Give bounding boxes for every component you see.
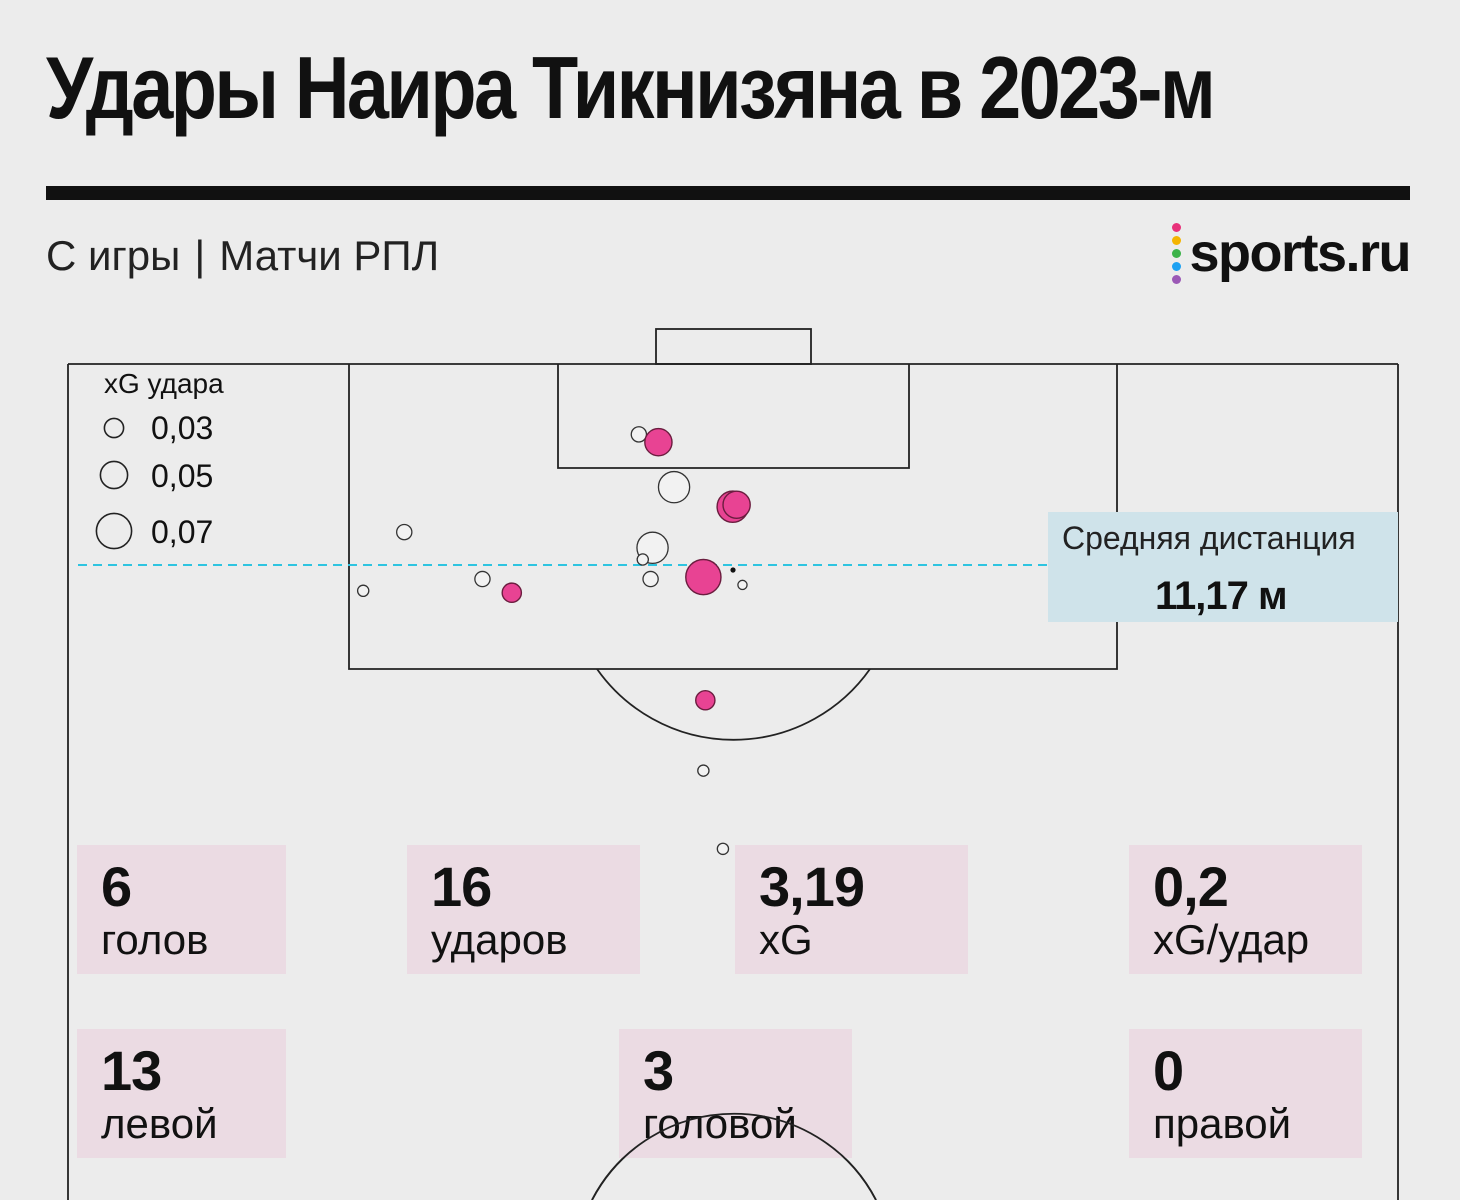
filter-open-play: С игры bbox=[46, 232, 181, 279]
average-distance-label: Средняя дистанция bbox=[1062, 520, 1356, 556]
legend-circle bbox=[99, 460, 129, 490]
stat-value: 3 bbox=[643, 1039, 674, 1102]
stat-label: головой bbox=[643, 1100, 797, 1147]
brand-name: sports.ru bbox=[1189, 223, 1411, 283]
legend-title: xG удара bbox=[104, 368, 224, 399]
shot-miss-point bbox=[642, 570, 659, 588]
average-distance-value: 11,17 м bbox=[1155, 574, 1288, 618]
filter-rpl-matches: Матчи РПЛ bbox=[219, 232, 440, 279]
legend-label-small: 0,03 bbox=[151, 410, 214, 446]
legend-label-large: 0,07 bbox=[151, 514, 214, 550]
legend-circle bbox=[95, 512, 133, 550]
legend-circles bbox=[95, 417, 133, 550]
stat-value: 13 bbox=[101, 1039, 162, 1102]
shot-miss-point bbox=[697, 764, 710, 777]
stat-label: xG/удар bbox=[1153, 916, 1310, 963]
stat-label: левой bbox=[101, 1100, 218, 1147]
shot-goal-point bbox=[695, 689, 716, 711]
shot-goal-point bbox=[501, 582, 523, 604]
penalty-spot bbox=[730, 567, 736, 573]
chart-title: Удары Наира Тикнизяна в 2023-м bbox=[46, 38, 1216, 137]
brand-dots-icon bbox=[1172, 222, 1182, 284]
shot-miss-point bbox=[630, 426, 648, 443]
brand-dot bbox=[1172, 248, 1182, 258]
stat-label: ударов bbox=[431, 916, 568, 963]
brand-dot bbox=[1172, 261, 1182, 271]
shot-goal-point bbox=[722, 490, 751, 520]
stat-value: 0,2 bbox=[1153, 855, 1229, 918]
stat-value: 0 bbox=[1153, 1039, 1184, 1102]
filter-bar: С игры | Матчи РПЛ bbox=[46, 232, 439, 280]
average-distance-box bbox=[1048, 512, 1398, 622]
shot-goal-point bbox=[644, 427, 673, 457]
stat-card-xg-per-shot: 0,2 xG/удар bbox=[1129, 845, 1362, 974]
stat-value: 6 bbox=[101, 855, 132, 918]
stat-card-header: 3 головой bbox=[619, 1029, 852, 1158]
goal-area bbox=[557, 364, 910, 469]
brand-logo: sports.ru bbox=[1172, 222, 1411, 284]
shot-miss-point bbox=[474, 570, 491, 588]
brand-dot bbox=[1172, 235, 1182, 245]
shot-miss-point bbox=[716, 842, 730, 856]
title-rule bbox=[46, 186, 1410, 200]
brand-dot bbox=[1172, 274, 1182, 284]
stat-value: 16 bbox=[431, 855, 492, 918]
filter-separator: | bbox=[194, 232, 206, 279]
stat-label: xG bbox=[759, 916, 813, 963]
shot-markers bbox=[356, 426, 751, 856]
stat-card-right-foot: 0 правой bbox=[1129, 1029, 1362, 1158]
shot-miss-point bbox=[396, 523, 413, 541]
legend-circle bbox=[103, 417, 125, 439]
shot-miss-point bbox=[636, 553, 650, 566]
stat-label: голов bbox=[101, 916, 209, 963]
brand-dot bbox=[1172, 222, 1182, 232]
stat-label: правой bbox=[1153, 1100, 1292, 1147]
goal-frame bbox=[655, 328, 812, 365]
penalty-arc bbox=[596, 668, 871, 741]
stat-card-goals: 6 голов bbox=[77, 845, 286, 974]
stat-value: 3,19 bbox=[759, 855, 865, 918]
shot-goal-point bbox=[685, 558, 722, 596]
stat-card-left-foot: 13 левой bbox=[77, 1029, 286, 1158]
stat-card-shots: 16 ударов bbox=[407, 845, 640, 974]
shot-miss-point bbox=[356, 584, 370, 598]
shot-miss-point bbox=[657, 470, 691, 504]
legend-label-medium: 0,05 bbox=[151, 458, 214, 494]
shot-miss-point bbox=[737, 579, 748, 591]
stat-card-xg: 3,19 xG bbox=[735, 845, 968, 974]
